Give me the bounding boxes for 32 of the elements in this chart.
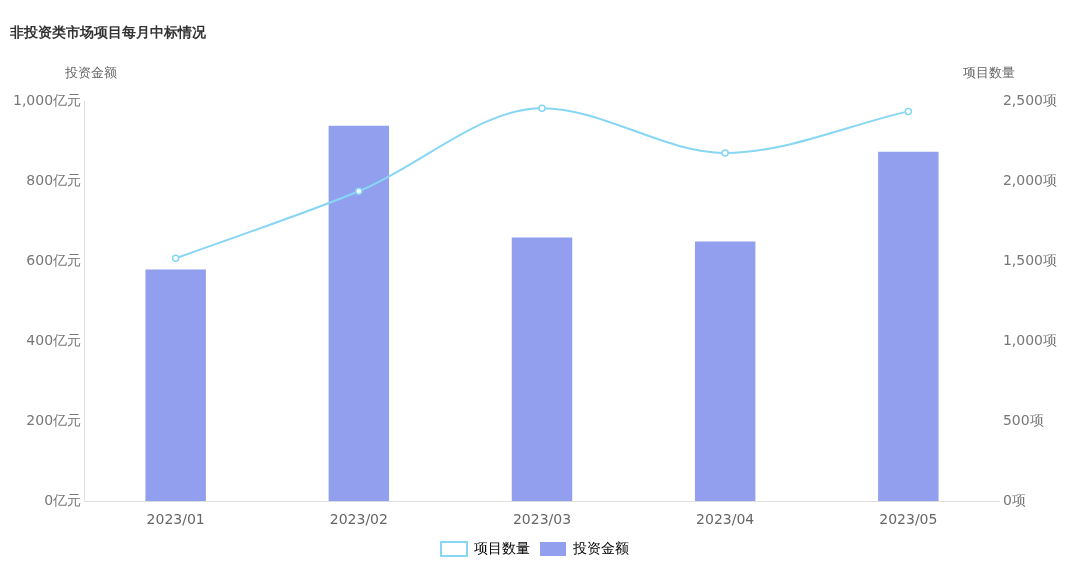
y2-tick-label: 1,000项 — [1002, 332, 1058, 349]
y-tick-label: 800亿元 — [26, 172, 82, 189]
y-tick-label: 600亿元 — [26, 252, 82, 269]
y2-tick-label: 2,500项 — [1002, 92, 1058, 109]
legend-label: 投资金额 — [572, 539, 629, 556]
y2-tick-label: 0项 — [1002, 491, 1026, 508]
bar — [878, 151, 939, 502]
x-tick-label: 2023/03 — [512, 511, 572, 528]
y-tick-label: 200亿元 — [26, 411, 82, 428]
point — [721, 149, 729, 157]
x-tick-label: 2023/02 — [329, 511, 388, 528]
y-tick-label: 0亿元 — [44, 491, 82, 508]
y2-tick-label: 2,000项 — [1002, 172, 1058, 189]
y-tick-label: 1,000亿元 — [12, 92, 82, 109]
y-tick-label: 400亿元 — [26, 332, 82, 349]
point — [904, 107, 913, 116]
x-tick-label: 2023/05 — [879, 511, 938, 528]
y2-tick-label: 500项 — [1002, 411, 1044, 428]
chart-title: 非投资类市场项目每月中标情况 — [9, 24, 207, 41]
point — [538, 104, 546, 112]
bar — [145, 269, 206, 502]
legend-label: 项目数量 — [474, 539, 530, 556]
point — [171, 254, 180, 263]
bar — [511, 237, 573, 502]
x-tick-label: 2023/01 — [146, 511, 205, 528]
point — [355, 187, 363, 196]
y-axis-title: 投资金额 — [64, 64, 117, 80]
bar — [328, 125, 390, 502]
x-tick-label: 2023/04 — [696, 511, 755, 528]
y2-tick-label: 1,500项 — [1002, 252, 1058, 269]
y2-axis-title: 项目数量 — [963, 64, 1015, 80]
bar — [694, 241, 756, 502]
